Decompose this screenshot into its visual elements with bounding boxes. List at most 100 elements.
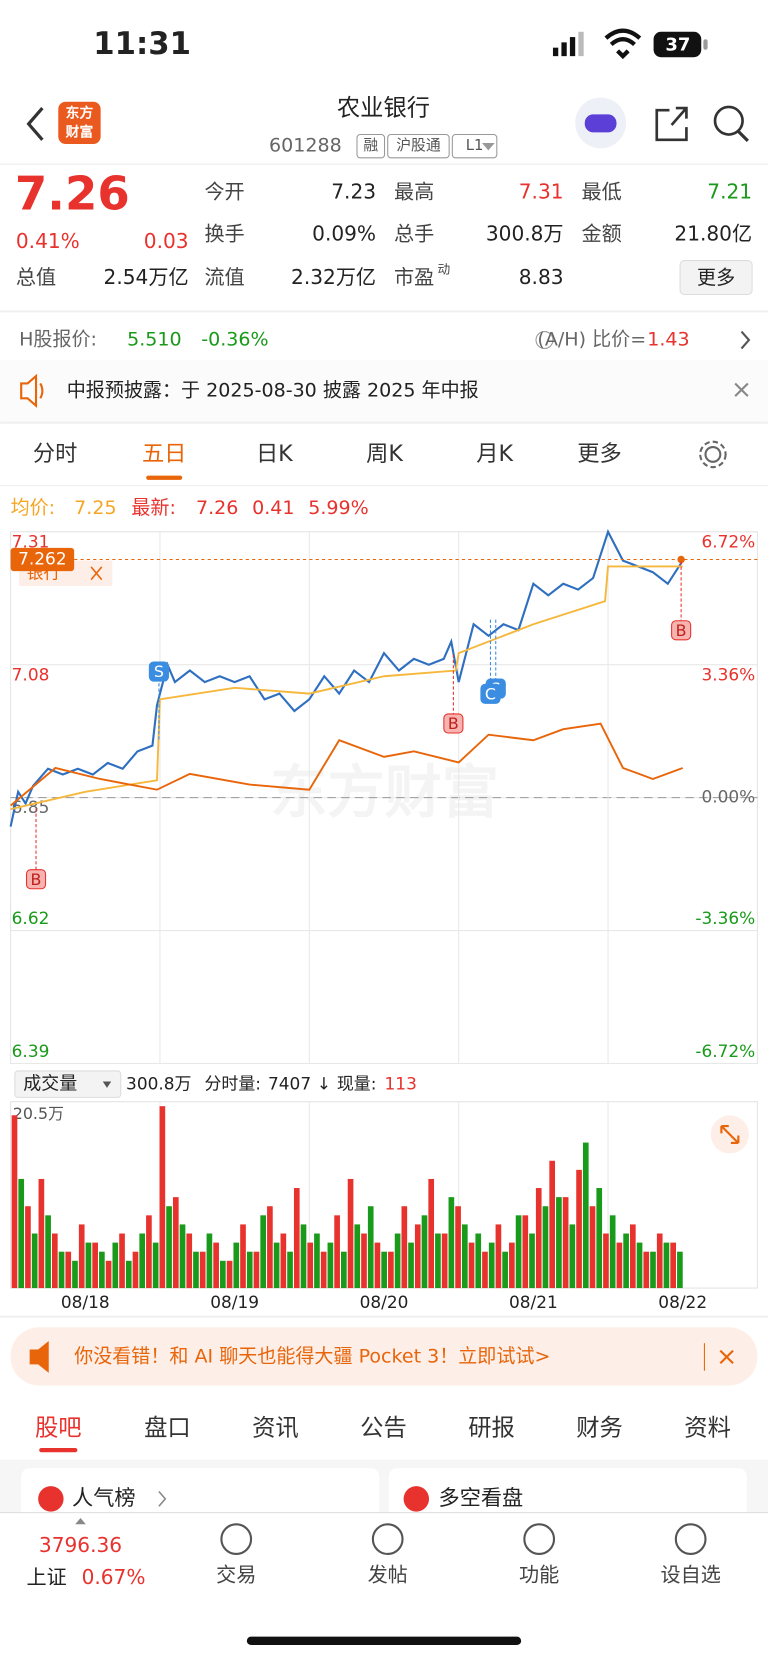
volume-bar	[656, 1233, 663, 1289]
volume-bar	[401, 1206, 408, 1289]
volume-bar	[220, 1260, 226, 1289]
tab[interactable]: 月K	[476, 441, 514, 467]
settings[interactable]	[704, 445, 722, 463]
volume-tick-label: 20.5万	[13, 1104, 64, 1123]
volume-bar	[589, 1206, 596, 1289]
trade-markers: BSBSCB	[25, 561, 692, 890]
card[interactable]	[21, 1468, 380, 1522]
volume-bar	[334, 1215, 340, 1289]
volume-bar	[293, 1188, 300, 1289]
latest-pct: 5.99%	[308, 497, 369, 519]
volume-bar	[609, 1215, 616, 1289]
volume-bar	[663, 1242, 670, 1289]
volume-bar	[670, 1242, 676, 1289]
section-tab[interactable]: 盘口	[144, 1414, 191, 1441]
tool-icon[interactable]	[674, 1523, 707, 1556]
volume-bar	[475, 1233, 482, 1289]
volume-bar	[414, 1224, 421, 1289]
current-volume-label: 现量:	[337, 1074, 377, 1094]
battery-level: 37	[665, 35, 690, 56]
y-tick-label: 7.08	[12, 664, 50, 684]
logo[interactable]	[58, 101, 101, 145]
change-pct: 0.41%	[16, 229, 80, 253]
megaphone	[29, 1341, 49, 1373]
tool-icon[interactable]	[371, 1523, 404, 1556]
tool-icon[interactable]	[220, 1523, 253, 1556]
volume-bar	[38, 1178, 45, 1289]
tool-label: 交易	[216, 1563, 256, 1587]
section-tab[interactable]: 资讯	[252, 1414, 299, 1441]
volume-bar	[25, 1206, 31, 1289]
time: 11:31	[93, 26, 191, 62]
volume-bar	[65, 1251, 72, 1289]
caret	[75, 1517, 86, 1525]
line-series	[9, 529, 684, 827]
y2-tick-label: -6.72%	[695, 1041, 755, 1061]
volume-bar	[206, 1233, 213, 1289]
volume-bar	[616, 1242, 623, 1289]
card[interactable]	[388, 1468, 747, 1522]
section-tab[interactable]: 财务	[576, 1414, 623, 1441]
banner[interactable]	[10, 1327, 758, 1386]
tool-label: 功能	[519, 1563, 559, 1587]
chevron[interactable]	[740, 330, 751, 350]
more-button[interactable]	[679, 260, 753, 296]
volume-bar	[515, 1215, 522, 1289]
latest-label: 最新:	[131, 497, 176, 519]
volume-bar	[199, 1251, 206, 1289]
tab[interactable]: 分时	[33, 441, 77, 467]
tab[interactable]: 周K	[366, 441, 404, 467]
volume-bar	[582, 1142, 589, 1289]
tab[interactable]: 更多	[577, 441, 621, 467]
marker-label: B	[448, 714, 459, 733]
index-value[interactable]: 3796.36	[39, 1533, 122, 1557]
h-share-label: H股报价:	[19, 329, 97, 351]
expand-icon	[720, 1124, 740, 1145]
volume-bar	[394, 1233, 401, 1289]
close[interactable]	[719, 1349, 734, 1365]
volume-bar	[193, 1251, 199, 1289]
field-label: 金额	[582, 222, 622, 246]
volume-chart: 20.5万	[10, 1101, 758, 1289]
tab[interactable]: 日K	[256, 441, 294, 467]
search[interactable]	[713, 105, 744, 136]
help-icon[interactable]	[535, 331, 554, 350]
tool-icon[interactable]	[523, 1523, 556, 1556]
volume-bar	[314, 1233, 320, 1289]
share[interactable]	[655, 106, 688, 142]
latest-change: 0.41	[252, 497, 294, 519]
line-series	[10, 565, 683, 811]
dropdown[interactable]	[481, 143, 495, 151]
last-price-dot	[677, 555, 685, 564]
ah-ratio: 1.43	[647, 329, 689, 351]
volume-bar	[139, 1233, 146, 1289]
volume-bar	[166, 1206, 172, 1289]
field-label: 市盈	[394, 265, 434, 289]
section-tab[interactable]: 股吧	[35, 1414, 82, 1441]
divider	[0, 421, 768, 424]
volume-selector[interactable]	[14, 1070, 122, 1098]
h-share-change: -0.36%	[201, 329, 268, 351]
card-icon	[403, 1486, 430, 1512]
volume-bar	[482, 1251, 488, 1289]
volume-bar	[448, 1197, 455, 1289]
tick-volume: 7407	[268, 1074, 311, 1094]
price: 7.26	[15, 167, 130, 221]
volume-bar	[381, 1251, 387, 1289]
section-tabs: 股吧 盘口 资讯 公告 研报 财务 资料	[35, 1414, 731, 1453]
y2-tick-label: 6.72%	[701, 531, 755, 551]
home-indicator	[246, 1636, 522, 1646]
close[interactable]	[734, 382, 749, 397]
card-icon	[38, 1486, 64, 1512]
field-label: 换手	[204, 222, 244, 246]
tab[interactable]: 五日	[142, 441, 186, 467]
marker-label: C	[485, 684, 496, 703]
volume-bar	[233, 1242, 240, 1289]
back[interactable]	[26, 107, 44, 141]
notice-bar[interactable]	[0, 360, 768, 422]
section-tab[interactable]: 资料	[684, 1414, 731, 1441]
section-tab[interactable]: 研报	[468, 1414, 515, 1441]
section-tab[interactable]: 公告	[360, 1414, 407, 1441]
more-label: 更多	[697, 267, 735, 289]
